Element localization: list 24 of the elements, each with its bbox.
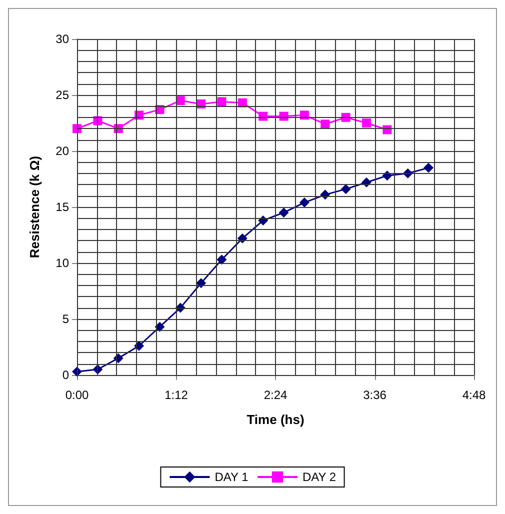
legend-label: DAY 2 (302, 470, 336, 484)
point (320, 120, 330, 129)
y-tick-label: 20 (56, 144, 70, 158)
y-tick-label: 25 (56, 88, 70, 102)
point (340, 184, 351, 194)
y-axis-title: Resistence (k Ω) (27, 156, 42, 258)
y-tick-label: 15 (56, 200, 70, 214)
point (299, 198, 310, 208)
point (424, 162, 434, 173)
y-tick-label: 0 (62, 368, 70, 382)
point (217, 97, 226, 106)
x-tick-label: 2:24 (264, 388, 288, 402)
point (278, 208, 289, 218)
point (362, 118, 371, 128)
x-tick-label: 1:12 (164, 388, 188, 402)
x-tick-label: 3:36 (363, 388, 387, 402)
y-tick-label: 5 (62, 312, 70, 326)
x-axis-title: Time (hs) (246, 412, 304, 427)
point (216, 254, 227, 265)
y-tick-label: 30 (56, 32, 70, 46)
y-tick-label: 10 (56, 256, 70, 270)
x-tick-label: 4:48 (462, 388, 486, 402)
x-tick-label: 0:00 (65, 388, 89, 402)
legend-label: DAY 1 (214, 470, 249, 484)
